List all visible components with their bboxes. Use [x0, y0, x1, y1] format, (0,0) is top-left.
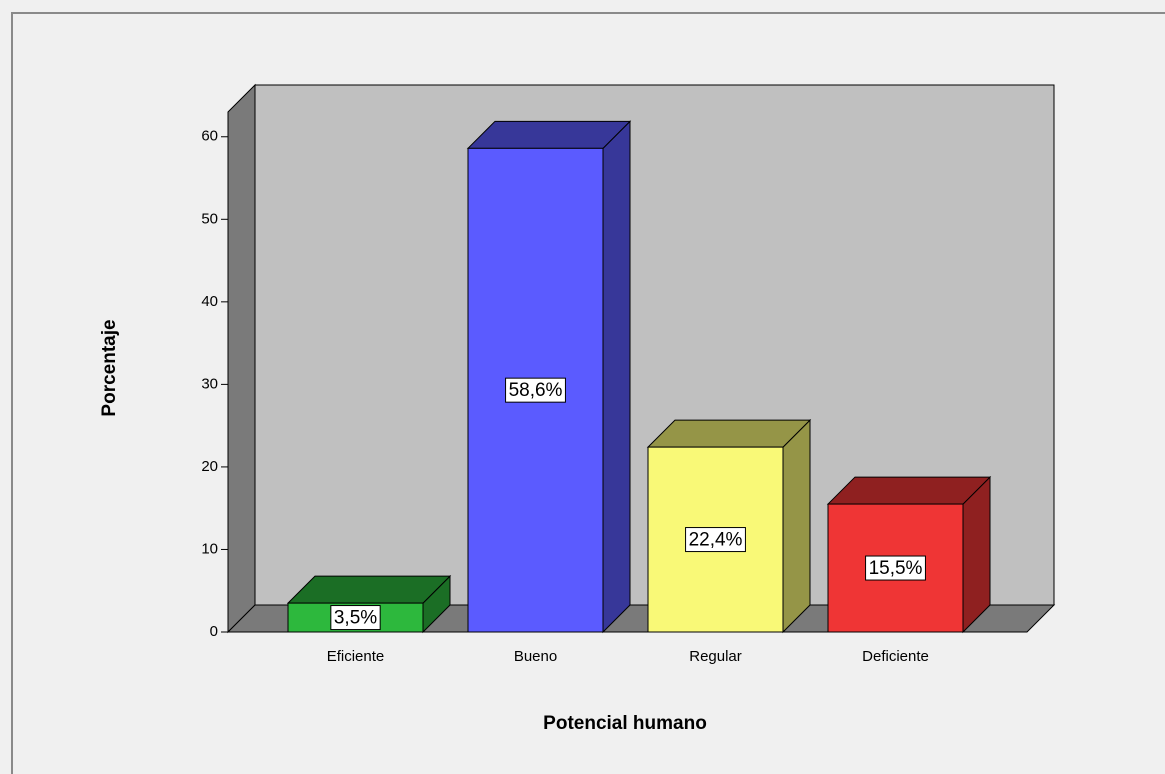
value-label: 15,5%: [869, 558, 923, 579]
value-label-box: [505, 377, 566, 403]
value-label: 3,5%: [334, 608, 377, 629]
bar-top: [466, 120, 632, 149]
x-axis-title: Potencial humano: [543, 713, 707, 734]
value-label: 58,6%: [509, 380, 563, 401]
y-axis-title: Porcentaje: [99, 319, 120, 416]
value-label-box: [865, 555, 926, 581]
y-tick-label: 0: [210, 623, 218, 640]
y-tick-label: 10: [201, 540, 218, 557]
value-label-box: [685, 527, 746, 553]
x-tick-label: Deficiente: [862, 648, 929, 665]
y-tick-label: 40: [201, 293, 218, 310]
value-label: 22,4%: [689, 530, 743, 551]
x-tick-label: Bueno: [514, 648, 557, 665]
bar-top: [646, 419, 812, 448]
x-tick-label: Regular: [689, 648, 742, 665]
bar-side: [782, 418, 811, 634]
y-tick-label: 50: [201, 210, 218, 227]
y-tick-label: 20: [201, 458, 218, 475]
side-wall: [227, 83, 256, 634]
x-tick-label: Eficiente: [327, 648, 385, 665]
bar-side: [602, 120, 631, 634]
y-tick-label: 60: [201, 128, 218, 145]
y-tick-label: 30: [201, 375, 218, 392]
bar-top: [286, 575, 452, 604]
bar-top: [826, 476, 992, 505]
value-label-box: [330, 605, 381, 631]
frame: [11, 12, 1165, 774]
